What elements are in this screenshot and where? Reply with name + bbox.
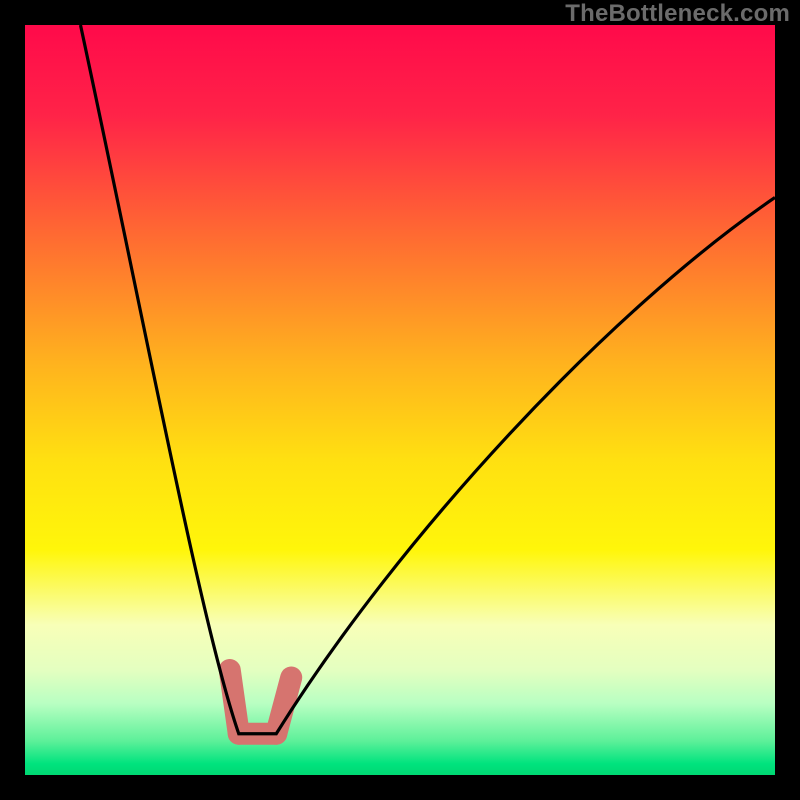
overlay-segment xyxy=(276,678,291,734)
plot-area xyxy=(25,25,775,775)
gradient-background xyxy=(25,25,775,775)
chart-svg xyxy=(25,25,775,775)
watermark-text: TheBottleneck.com xyxy=(565,0,790,28)
chart-frame: TheBottleneck.com xyxy=(0,0,800,800)
